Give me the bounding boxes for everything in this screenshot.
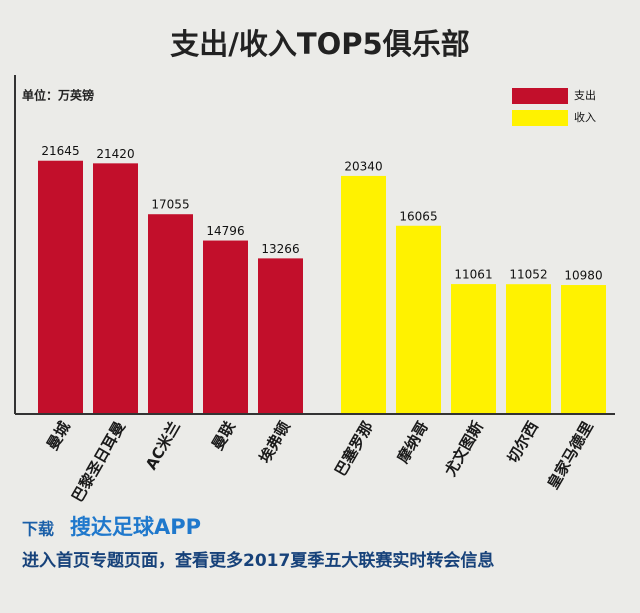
value-label: 21645 [41,144,79,158]
footer-note: 进入首页专题页面，查看更多2017夏季五大联赛实时转会信息 [22,550,494,571]
value-label: 11052 [509,268,547,282]
value-label: 17055 [151,198,189,212]
unit-label: 单位：万英镑 [22,88,94,103]
legend-swatch [512,88,568,104]
bar [203,240,248,413]
legend-label: 支出 [574,88,596,102]
bar [38,160,83,413]
footer-app: 搜达足球APP [70,515,201,539]
bar [341,175,386,413]
bar [506,284,551,413]
bar [258,258,303,413]
bar [93,163,138,413]
bar [561,285,606,413]
value-label: 16065 [399,209,437,223]
legend-swatch [512,110,568,126]
footer-download: 下载 [22,520,54,539]
legend-label: 收入 [574,110,596,124]
value-label: 14796 [206,224,244,238]
bar [148,214,193,413]
value-label: 20340 [344,159,382,173]
bar [396,225,441,413]
value-label: 10980 [564,269,602,283]
value-label: 11061 [454,268,492,282]
value-label: 13266 [261,242,299,256]
value-label: 21420 [96,147,134,161]
bar [451,284,496,413]
chart-title: 支出/收入TOP5俱乐部 [170,27,469,61]
